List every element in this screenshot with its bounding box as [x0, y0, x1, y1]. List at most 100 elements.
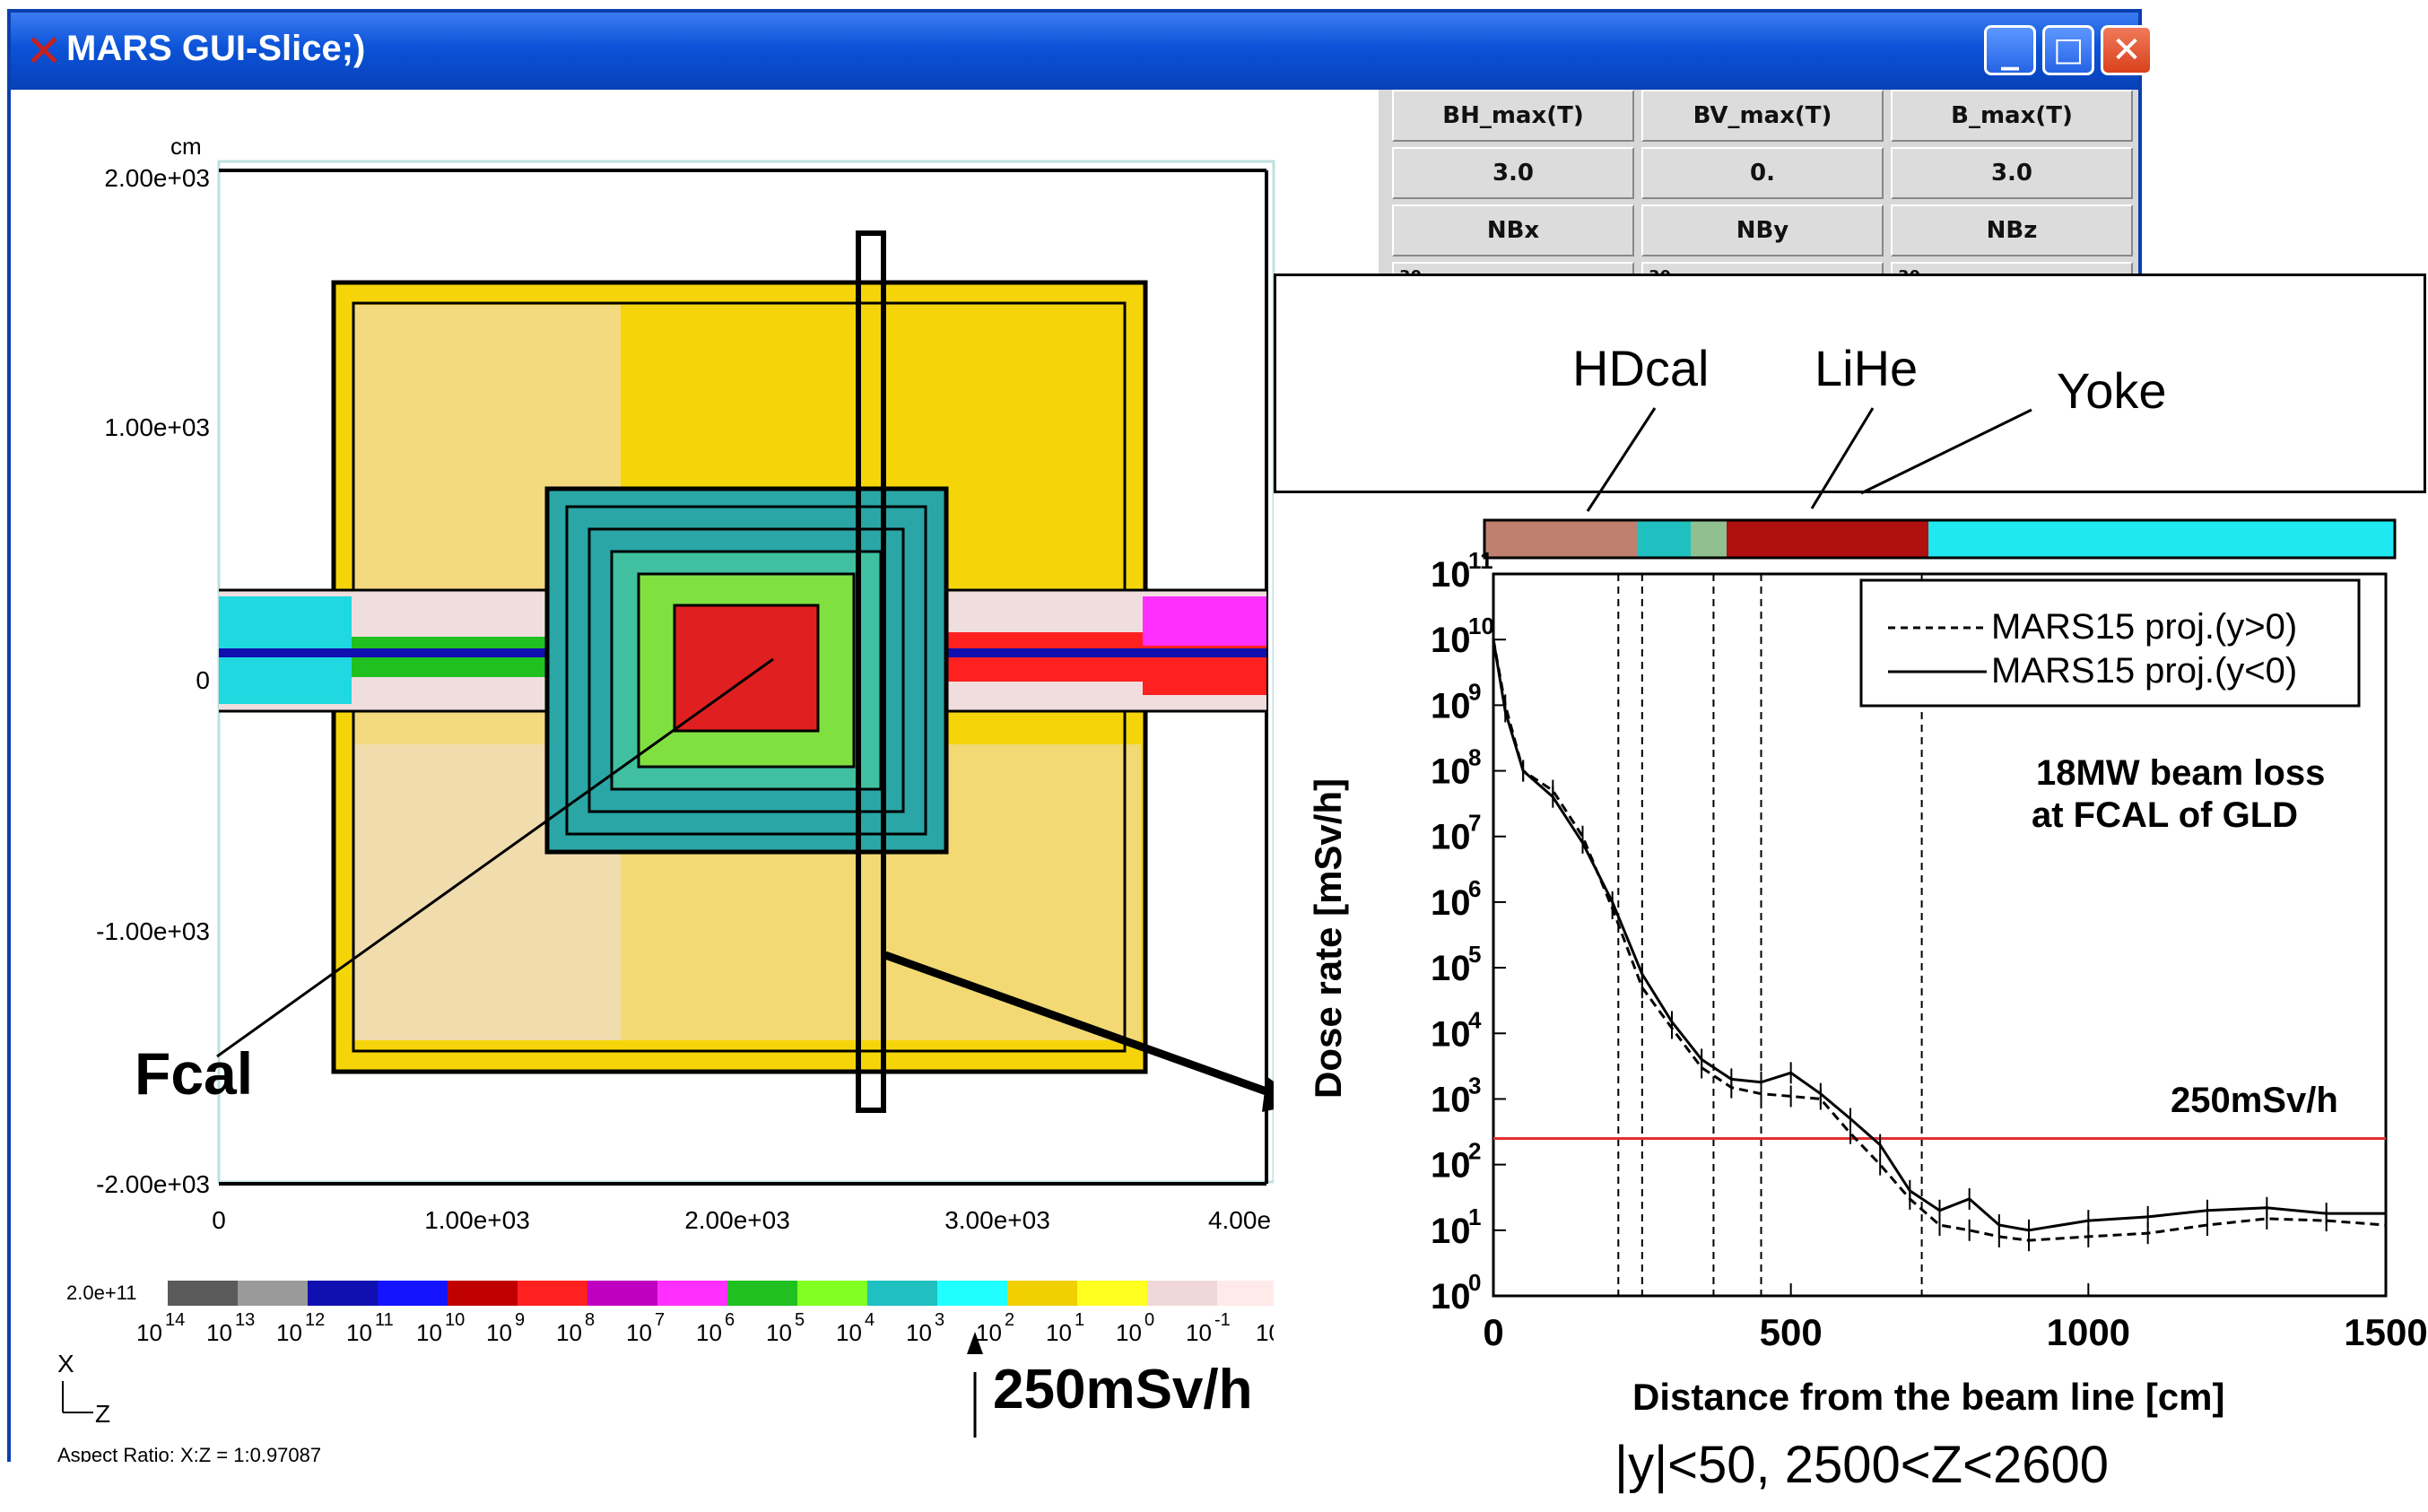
scale-base: 10: [486, 1319, 512, 1346]
maximize-button[interactable]: □: [2042, 25, 2094, 75]
scale-base: 10: [556, 1319, 582, 1346]
strip-air: [1928, 520, 2395, 558]
y-tick-base: 10: [1431, 621, 1471, 660]
scale-swatch: [1077, 1281, 1147, 1306]
y-tick-label: -1.00e+03: [96, 917, 210, 945]
y-tick-label: 2.00e+03: [104, 164, 210, 192]
scale-swatch: [378, 1281, 448, 1306]
scale-swatch: [937, 1281, 1007, 1306]
scale-swatch: [587, 1281, 657, 1306]
y-axis-title: Dose rate [mSv/h]: [1307, 778, 1349, 1099]
field-value-1[interactable]: 0.: [1641, 147, 1884, 199]
fcal-leader-line: [216, 657, 774, 1058]
app-icon: ✕: [25, 25, 63, 77]
legend-entry-negative: MARS15 proj.(y<0): [1991, 651, 2297, 691]
slice-window-indicator[interactable]: [856, 230, 886, 1113]
field-value-2[interactable]: 3.0: [1891, 147, 2133, 199]
yoke-leader: [1860, 408, 2032, 495]
scale-base: 10: [1116, 1319, 1142, 1346]
scale-base: 10: [416, 1319, 442, 1346]
hdcal-leader: [1586, 407, 1657, 512]
x-tick-label: 0: [212, 1206, 226, 1234]
maximize-icon: □: [2052, 31, 2084, 68]
close-button[interactable]: ✕: [2101, 25, 2153, 75]
scale-exponent: 3: [935, 1310, 944, 1330]
y-tick-base: 10: [1431, 1014, 1471, 1054]
y-tick-base: 10: [1431, 555, 1471, 595]
x-tick-label: 4.00e: [1208, 1206, 1271, 1234]
scale-swatch: [448, 1281, 518, 1306]
x-tick-label: 500: [1760, 1311, 1823, 1353]
scale-base: 10: [1046, 1319, 1072, 1346]
scale-base: 10: [276, 1319, 302, 1346]
field-header-0: BH_max(T): [1392, 90, 1634, 142]
aspect-ratio-label: Aspect Ratio: X:Z = 1:0.97087: [57, 1444, 321, 1462]
pointer-arrow-line: [883, 951, 1291, 1104]
scale-swatch: [518, 1281, 587, 1306]
dose-rate-panel: HDcal LiHe Yoke 10 11 10 10 10 9 10 8 10 7 10 6 10 5 1…: [1274, 274, 2428, 1512]
fcal-label: Fcal: [135, 1040, 253, 1107]
y-tick-base: 10: [1431, 949, 1471, 988]
scale-exponent: 14: [165, 1310, 185, 1330]
y-tick-exponent: 9: [1468, 678, 1481, 705]
field-value-0[interactable]: 3.0: [1392, 147, 1634, 199]
scale-base: 10: [206, 1319, 232, 1346]
calorimeter-layer-1: [565, 505, 927, 836]
field-header-1: BV_max(T): [1641, 90, 1884, 142]
y-tick-exponent: 8: [1468, 744, 1481, 771]
legend-box: [1859, 578, 2361, 708]
unit-label: cm: [170, 133, 202, 160]
scale-base: 10: [766, 1319, 792, 1346]
y-tick-exponent: 10: [1468, 613, 1494, 639]
scale-exponent: 1: [1075, 1310, 1084, 1330]
scale-exponent: 11: [375, 1310, 394, 1330]
scale-swatch: [727, 1281, 797, 1306]
minimize-button[interactable]: _: [1984, 25, 2036, 75]
y-tick-label: 0: [196, 666, 210, 694]
slice-plot-panel: Fcal cm 2.00e+03 1.00e+03 0 -1.00e+03 -2.00e…: [11, 90, 1379, 1466]
x-axis-title: Distance from the beam line [cm]: [1632, 1376, 2225, 1418]
strip-outline: [1483, 518, 2397, 560]
annotation-line-2: at FCAL of GLD: [2032, 795, 2298, 835]
y-tick-base: 10: [1431, 1080, 1471, 1119]
y-tick-exponent: 4: [1468, 1006, 1482, 1033]
strip-hdcal: [1484, 520, 1637, 558]
scale-swatch: [168, 1281, 238, 1306]
y-tick-base: 10: [1431, 1277, 1471, 1316]
chart-frame: [1492, 572, 2388, 1298]
field-header-2: B_max(T): [1891, 90, 2133, 142]
title-bar[interactable]: ✕ MARS GUI-Slice;) _ □ ✕: [11, 13, 2153, 90]
scale-exponent: 0: [1144, 1310, 1154, 1330]
slice-plot[interactable]: Fcal cm 2.00e+03 1.00e+03 0 -1.00e+03 -2.00e…: [11, 90, 1379, 1466]
scale-base: 10: [696, 1319, 722, 1346]
scale-exponent: 7: [655, 1310, 665, 1330]
slice-range-caption: |y|<50, 2500<Z<2600: [1614, 1436, 2109, 1494]
scale-max-label: 2.0e+11: [66, 1282, 137, 1304]
y-tick-base: 10: [1431, 752, 1471, 792]
color-scale-labels: 10 14 10 13 10 12 10 11 10 10 10 9 10 8 10 7 10 6 10 5 10 4 10…: [136, 1310, 1301, 1346]
hdcal-label: HDcal: [1572, 340, 1710, 396]
scale-exponent: 10: [445, 1310, 465, 1330]
scale-base: 10: [136, 1319, 162, 1346]
scale-swatch: [867, 1281, 937, 1306]
strip-cyan-small: [1637, 520, 1691, 558]
x-tick-label: 2.00e+03: [684, 1206, 790, 1234]
y-tick-labels: 2.00e+03 1.00e+03 0 -1.00e+03 -2.00e+03: [96, 164, 210, 1198]
scale-exponent: 12: [305, 1310, 325, 1330]
y-tick-base: 10: [1431, 1146, 1471, 1186]
x-tick-label: 1.00e+03: [424, 1206, 530, 1234]
scale-swatch: [1147, 1281, 1217, 1306]
y-tick-exponent: 5: [1468, 941, 1481, 968]
material-strip: [1483, 518, 2397, 560]
axis-z-label: Z: [95, 1400, 110, 1428]
scale-base: 10: [626, 1319, 652, 1346]
legend-entry-positive: MARS15 proj.(y>0): [1991, 607, 2297, 647]
marker-label: 250mSv/h: [993, 1359, 1253, 1421]
x-tick-labels: 0 1.00e+03 2.00e+03 3.00e+03 4.00e: [212, 1206, 1271, 1234]
y-tick-exponent: 6: [1468, 875, 1481, 902]
scale-base: 10: [976, 1319, 1002, 1346]
close-icon: ✕: [2111, 30, 2142, 71]
scale-base: 10: [906, 1319, 932, 1346]
window-title: MARS GUI-Slice;): [66, 29, 366, 68]
